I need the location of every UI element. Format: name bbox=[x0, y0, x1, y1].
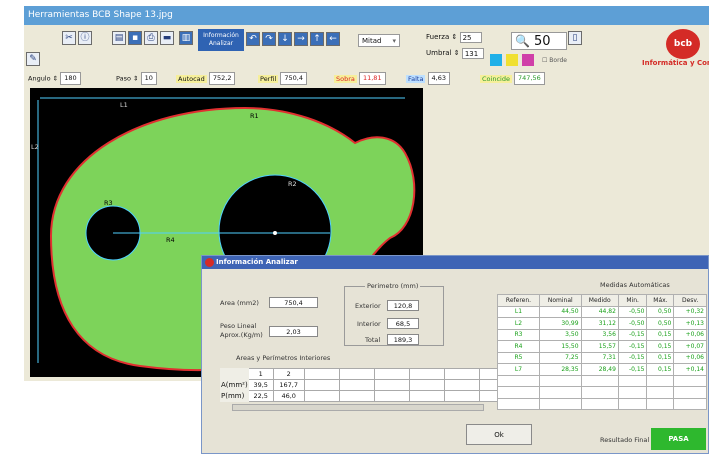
info-icon[interactable]: ⓘ bbox=[78, 31, 92, 45]
table-row bbox=[497, 397, 707, 410]
measure-icon[interactable]: ▬ bbox=[160, 31, 174, 45]
area-cell: 39,5 bbox=[247, 379, 274, 391]
table-row bbox=[497, 374, 707, 387]
table-row: R4 15,50 15,57 -0,15 0,15 +0,07 bbox=[497, 340, 707, 353]
label-l2: L2 bbox=[31, 143, 39, 151]
inner-col-header: 2 bbox=[272, 368, 305, 380]
label-r1: R1 bbox=[250, 112, 259, 120]
move-up-icon[interactable]: ↑ bbox=[310, 32, 324, 46]
grid-corner bbox=[220, 368, 249, 380]
falta-field: Falta 4,63 bbox=[406, 72, 451, 85]
color-cyan-swatch[interactable] bbox=[490, 54, 502, 66]
mode-select[interactable]: Mitad ▾ bbox=[358, 34, 400, 47]
perim-row-label: P(mm) bbox=[220, 390, 249, 402]
area-row-label: A(mm²) bbox=[220, 379, 249, 391]
color-yellow-swatch[interactable] bbox=[506, 54, 518, 66]
col-header: Máx. bbox=[646, 294, 675, 307]
analyze-icon[interactable]: ▥ bbox=[179, 31, 193, 45]
borde-checkbox[interactable]: ☐ Borde bbox=[542, 57, 567, 64]
move-left-icon[interactable]: ← bbox=[326, 32, 340, 46]
paso-field[interactable]: Paso ⇕ 10 bbox=[116, 72, 157, 85]
move-right-icon[interactable]: → bbox=[294, 32, 308, 46]
panel-icon[interactable]: ▯ bbox=[568, 31, 582, 45]
color-magenta-swatch[interactable] bbox=[522, 54, 534, 66]
medidas-title: Medidas Automáticas bbox=[600, 281, 670, 289]
chevron-down-icon: ▾ bbox=[392, 37, 396, 45]
print-icon[interactable]: ⎙ bbox=[144, 31, 158, 45]
window-titlebar: Herramientas BCB Shape 13.jpg bbox=[24, 6, 709, 25]
exterior-label: Exterior bbox=[355, 302, 381, 310]
total-value: 189,3 bbox=[387, 334, 419, 345]
area-cell: 167,7 bbox=[272, 379, 305, 391]
peso-label-1: Peso Lineal bbox=[220, 322, 257, 330]
col-header: Nominal bbox=[538, 294, 582, 307]
total-label: Total bbox=[365, 336, 381, 344]
umbral-spinner[interactable]: Umbral ⇕ 131 bbox=[426, 47, 484, 60]
result-badge: PASA bbox=[651, 428, 706, 450]
perimetro-group: Perimetro (mm) Exterior 120,8 Interior 6… bbox=[344, 282, 444, 346]
result-label: Resultado Final bbox=[600, 436, 650, 444]
inner-areas-grid: 1 2 A(mm²) 39,5 167,7 P(mm) 22,5 46,0 bbox=[220, 368, 515, 402]
peso-label-2: Aprox.(Kg/m) bbox=[220, 331, 263, 339]
perimetro-title: Perimetro (mm) bbox=[365, 282, 421, 290]
zoom-input[interactable]: 🔍 50 bbox=[511, 32, 567, 50]
label-r4: R4 bbox=[166, 236, 175, 244]
interior-value: 68,5 bbox=[387, 318, 419, 329]
auto-measures-table: Referen. Nominal Medido Min. Máx. Desv. … bbox=[497, 294, 707, 410]
perim-cell: 22,5 bbox=[247, 390, 274, 402]
exterior-value: 120,8 bbox=[387, 300, 419, 311]
app-icon bbox=[205, 258, 214, 267]
redo-icon[interactable]: ↷ bbox=[262, 32, 276, 46]
company-name: Informática y Con bbox=[642, 59, 709, 67]
table-row: R3 3,50 3,56 -0,15 0,15 +0,06 bbox=[497, 328, 707, 341]
table-row: R5 7,25 7,31 -0,15 0,15 +0,06 bbox=[497, 351, 707, 364]
grid-scrollbar[interactable] bbox=[232, 404, 484, 411]
angulo-field[interactable]: Angulo ⇕ 180 bbox=[28, 72, 81, 85]
fuerza-spinner[interactable]: Fuerza ⇕ 25 bbox=[426, 31, 482, 44]
table-row: L2 30,99 31,12 -0,50 0,50 +0,13 bbox=[497, 317, 707, 330]
perfil-field: Perfil 750,4 bbox=[258, 72, 307, 85]
label-l1: L1 bbox=[120, 101, 128, 109]
table-row: L7 28,35 28,49 -0,15 0,15 +0,14 bbox=[497, 363, 707, 376]
open-icon[interactable]: ▤ bbox=[112, 31, 126, 45]
table-row bbox=[497, 386, 707, 399]
center-mark bbox=[273, 231, 277, 235]
table-row: L1 44,50 44,82 -0,50 0,50 +0,32 bbox=[497, 305, 707, 318]
edit-icon[interactable]: ✎ bbox=[26, 52, 40, 66]
coincide-field: Coincide 747,56 bbox=[480, 72, 545, 85]
info-dialog: Información Analizar Area (mm2) 750,4 Pe… bbox=[201, 255, 709, 454]
save-icon[interactable]: ▪ bbox=[128, 31, 142, 45]
area-label: Area (mm2) bbox=[220, 299, 259, 307]
perim-cell: 46,0 bbox=[272, 390, 305, 402]
peso-value: 2,03 bbox=[269, 326, 318, 337]
col-header: Desv. bbox=[673, 294, 707, 307]
autocad-field: Autocad 752,2 bbox=[176, 72, 236, 85]
magnifier-icon: 🔍 bbox=[515, 34, 530, 48]
company-logo: bcb bbox=[666, 29, 700, 59]
undo-icon[interactable]: ↶ bbox=[246, 32, 260, 46]
areas-title: Areas y Perímetros Interiores bbox=[236, 354, 331, 362]
move-down-icon[interactable]: ↓ bbox=[278, 32, 292, 46]
interior-label: Interior bbox=[357, 320, 381, 328]
inner-col-header: 1 bbox=[247, 368, 274, 380]
col-header: Referen. bbox=[497, 294, 540, 307]
info-analyze-button[interactable]: Información Analizar bbox=[198, 29, 244, 51]
label-r2: R2 bbox=[288, 180, 297, 188]
label-r3: R3 bbox=[104, 199, 113, 207]
cut-icon[interactable]: ✂ bbox=[62, 31, 76, 45]
col-header: Medido bbox=[580, 294, 619, 307]
dialog-titlebar: Información Analizar bbox=[202, 256, 708, 269]
sobra-field: Sobra 11,81 bbox=[334, 72, 386, 85]
ok-button[interactable]: Ok bbox=[466, 424, 532, 445]
area-value: 750,4 bbox=[269, 297, 318, 308]
col-header: Min. bbox=[617, 294, 648, 307]
